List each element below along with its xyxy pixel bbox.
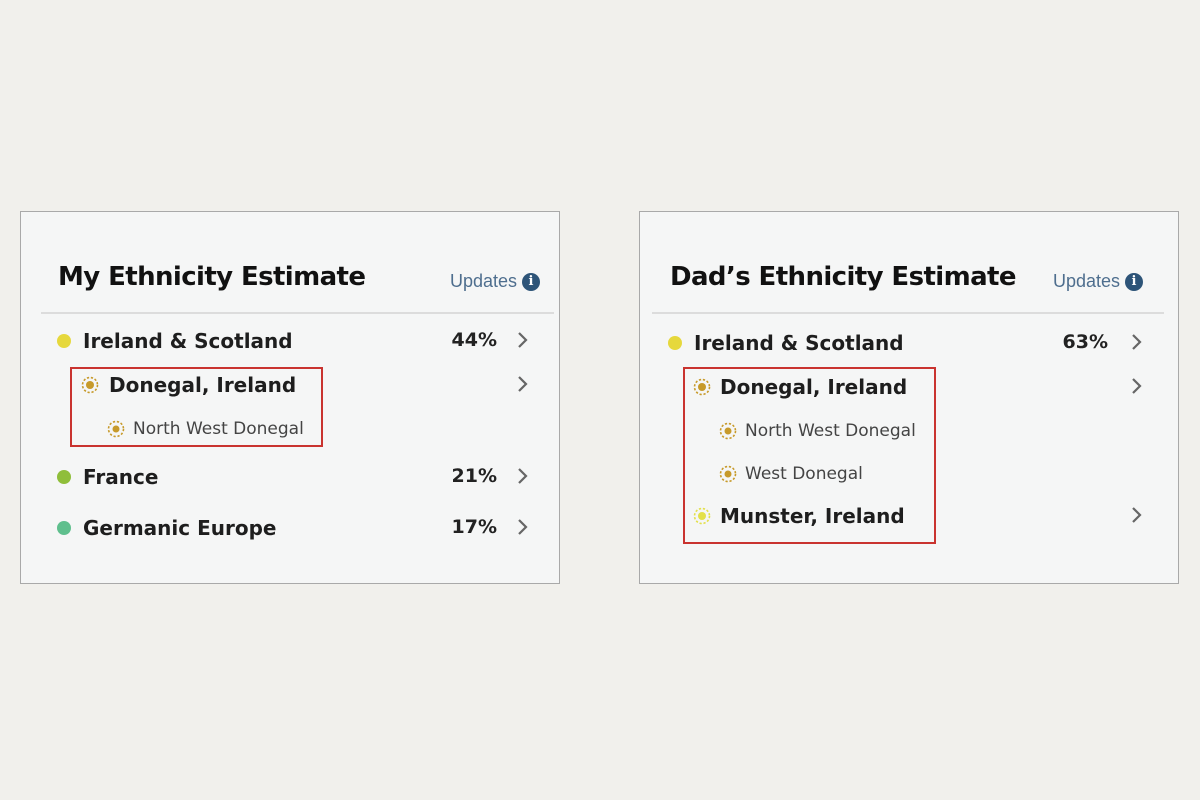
- sub-community-row-north-west-donegal[interactable]: North West Donegal: [640, 416, 1178, 446]
- updates-link[interactable]: Updates i: [1053, 271, 1143, 292]
- ethnicity-estimate-panel-dad: Dad’s Ethnicity Estimate Updates i Irela…: [639, 211, 1179, 584]
- info-icon: i: [522, 272, 540, 291]
- community-dashed-dot-icon: [719, 422, 737, 440]
- chevron-right-icon: [518, 332, 528, 348]
- info-icon: i: [1125, 272, 1143, 291]
- region-name: Germanic Europe: [83, 516, 277, 540]
- region-row-ireland-scotland[interactable]: Ireland & Scotland 63%: [640, 328, 1178, 358]
- region-percent: 17%: [451, 516, 497, 538]
- panel-title: My Ethnicity Estimate: [58, 262, 366, 292]
- chevron-right-icon: [1132, 334, 1142, 350]
- community-dashed-dot-icon: [107, 420, 125, 438]
- divider: [652, 312, 1164, 314]
- divider: [41, 312, 554, 314]
- updates-link[interactable]: Updates i: [450, 271, 540, 292]
- chevron-right-icon: [518, 376, 528, 392]
- updates-label: Updates: [1052, 271, 1120, 291]
- sub-community-row-north-west-donegal[interactable]: North West Donegal: [21, 414, 559, 444]
- panel-title: Dad’s Ethnicity Estimate: [670, 262, 1017, 292]
- region-row-ireland-scotland[interactable]: Ireland & Scotland 44%: [21, 326, 559, 356]
- community-dashed-dot-icon: [719, 465, 737, 483]
- chevron-right-icon: [518, 519, 528, 535]
- region-color-dot: [57, 521, 71, 535]
- community-dashed-dot-icon: [693, 378, 711, 396]
- region-row-france[interactable]: France 21%: [21, 462, 559, 492]
- chevron-right-icon: [518, 468, 528, 484]
- updates-label: Updates: [449, 271, 517, 291]
- region-percent: 21%: [451, 465, 497, 487]
- region-percent: 63%: [1062, 331, 1108, 353]
- region-color-dot: [57, 334, 71, 348]
- region-row-germanic-europe[interactable]: Germanic Europe 17%: [21, 513, 559, 543]
- sub-community-name: North West Donegal: [133, 419, 304, 439]
- community-name: Donegal, Ireland: [720, 375, 908, 399]
- community-row-donegal-ireland[interactable]: Donegal, Ireland: [21, 370, 559, 400]
- region-name: France: [83, 465, 159, 489]
- sub-community-name: North West Donegal: [745, 421, 916, 441]
- community-dashed-dot-icon: [81, 376, 99, 394]
- region-color-dot: [57, 470, 71, 484]
- community-name: Munster, Ireland: [720, 504, 905, 528]
- ethnicity-estimate-panel-mine: My Ethnicity Estimate Updates i Ireland …: [20, 211, 560, 584]
- chevron-right-icon: [1132, 378, 1142, 394]
- region-color-dot: [668, 336, 682, 350]
- sub-community-row-west-donegal[interactable]: West Donegal: [640, 459, 1178, 489]
- community-dashed-dot-icon: [693, 507, 711, 525]
- chevron-right-icon: [1132, 507, 1142, 523]
- region-name: Ireland & Scotland: [83, 329, 293, 353]
- region-name: Ireland & Scotland: [694, 331, 904, 355]
- community-row-munster-ireland[interactable]: Munster, Ireland: [640, 501, 1178, 531]
- community-row-donegal-ireland[interactable]: Donegal, Ireland: [640, 372, 1178, 402]
- sub-community-name: West Donegal: [745, 464, 863, 484]
- region-percent: 44%: [451, 329, 497, 351]
- community-name: Donegal, Ireland: [109, 373, 297, 397]
